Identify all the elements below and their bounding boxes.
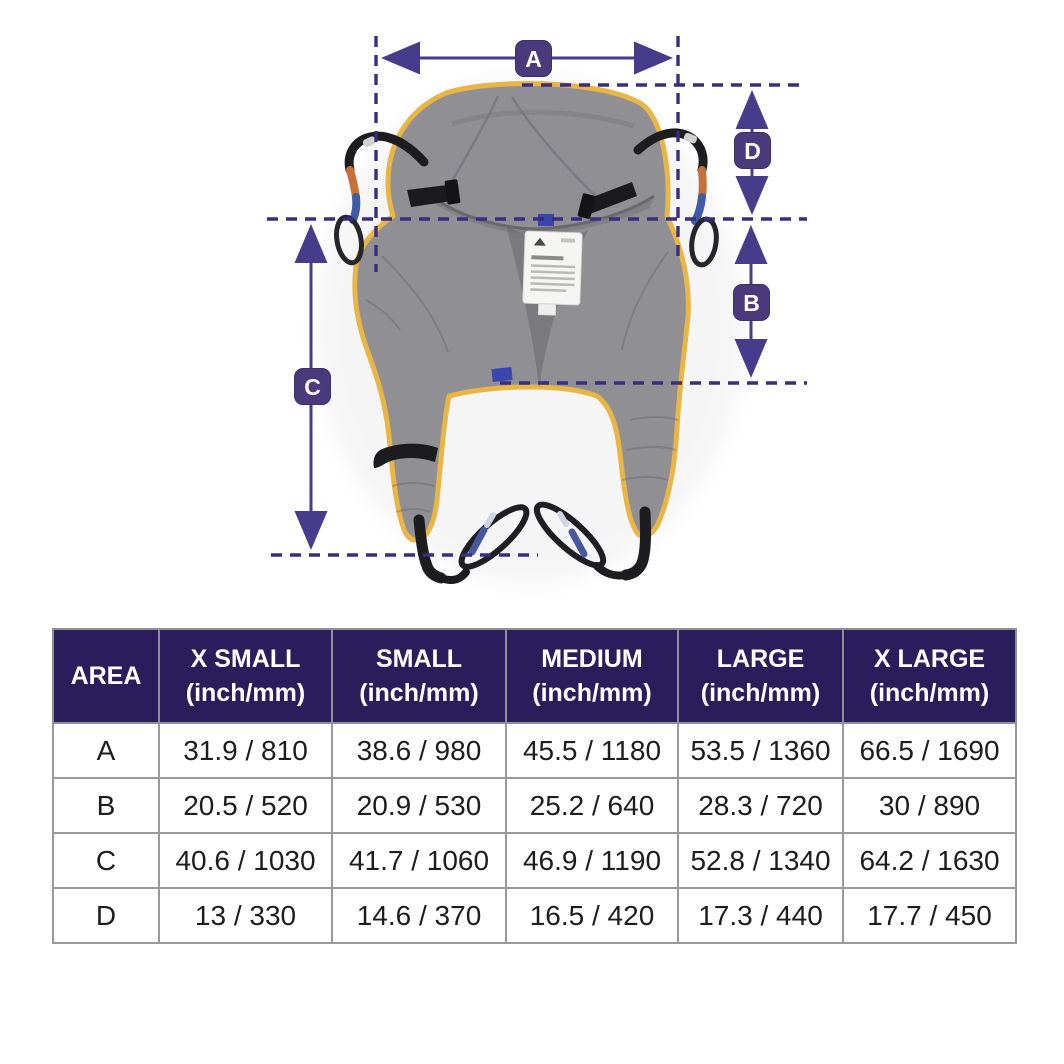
- care-label: [522, 230, 583, 316]
- table-cell: 14.6 / 370: [331, 887, 507, 944]
- sizing-table: AREA X SMALL (inch/mm) SMALL (inch/mm) MED…: [52, 628, 1017, 944]
- table-cell: 16.5 / 420: [505, 887, 679, 944]
- chest-straps: [407, 179, 637, 219]
- leg-strap-right: [533, 501, 652, 581]
- table-cell: 30 / 890: [842, 777, 1017, 834]
- table-cell: 66.5 / 1690: [842, 722, 1017, 779]
- table-cell: 45.5 / 1180: [505, 722, 679, 779]
- header-cell-small: SMALL (inch/mm): [331, 628, 507, 724]
- area-cell: B: [52, 777, 160, 834]
- table-cell: 38.6 / 980: [331, 722, 507, 779]
- table-row-c: C 40.6 / 1030 41.7 / 1060 46.9 / 1190 52…: [52, 832, 1017, 889]
- blue-tab-top: [538, 214, 554, 226]
- table-cell: 25.2 / 640: [505, 777, 679, 834]
- table-cell: 28.3 / 720: [677, 777, 844, 834]
- table-cell: 13 / 330: [158, 887, 333, 944]
- blue-tab-crotch: [491, 366, 513, 383]
- table-cell: 40.6 / 1030: [158, 832, 333, 889]
- header-cell-area: AREA: [52, 628, 160, 724]
- dimension-badge-d: D: [734, 132, 771, 169]
- dimension-badge-b: B: [733, 284, 770, 321]
- table-header-row: AREA X SMALL (inch/mm) SMALL (inch/mm) MED…: [52, 628, 1017, 724]
- dimension-badge-a: A: [515, 40, 552, 77]
- table-row-a: A 31.9 / 810 38.6 / 980 45.5 / 1180 53.5…: [52, 722, 1017, 779]
- table-cell: 17.7 / 450: [842, 887, 1017, 944]
- header-cell-xsmall: X SMALL (inch/mm): [158, 628, 333, 724]
- table-cell: 46.9 / 1190: [505, 832, 679, 889]
- table-cell: 17.3 / 440: [677, 887, 844, 944]
- table-cell: 31.9 / 810: [158, 722, 333, 779]
- dimension-badge-c: C: [294, 368, 331, 405]
- table-row-d: D 13 / 330 14.6 / 370 16.5 / 420 17.3 / …: [52, 887, 1017, 944]
- table-cell: 41.7 / 1060: [331, 832, 507, 889]
- table-row-b: B 20.5 / 520 20.9 / 530 25.2 / 640 28.3 …: [52, 777, 1017, 834]
- header-cell-xlarge: X LARGE (inch/mm): [842, 628, 1017, 724]
- table-cell: 52.8 / 1340: [677, 832, 844, 889]
- table-cell: 20.5 / 520: [158, 777, 333, 834]
- area-cell: D: [52, 887, 160, 944]
- table-cell: 20.9 / 530: [331, 777, 507, 834]
- table-cell: 64.2 / 1630: [842, 832, 1017, 889]
- sling-illustration: [267, 36, 807, 584]
- table-cell: 53.5 / 1360: [677, 722, 844, 779]
- leg-strap-left: [413, 504, 530, 584]
- sizing-diagram: A D B C: [267, 36, 807, 584]
- header-cell-medium: MEDIUM (inch/mm): [505, 628, 679, 724]
- area-cell: C: [52, 832, 160, 889]
- area-cell: A: [52, 722, 160, 779]
- header-cell-large: LARGE (inch/mm): [677, 628, 844, 724]
- leg-cross-strap: [373, 443, 438, 468]
